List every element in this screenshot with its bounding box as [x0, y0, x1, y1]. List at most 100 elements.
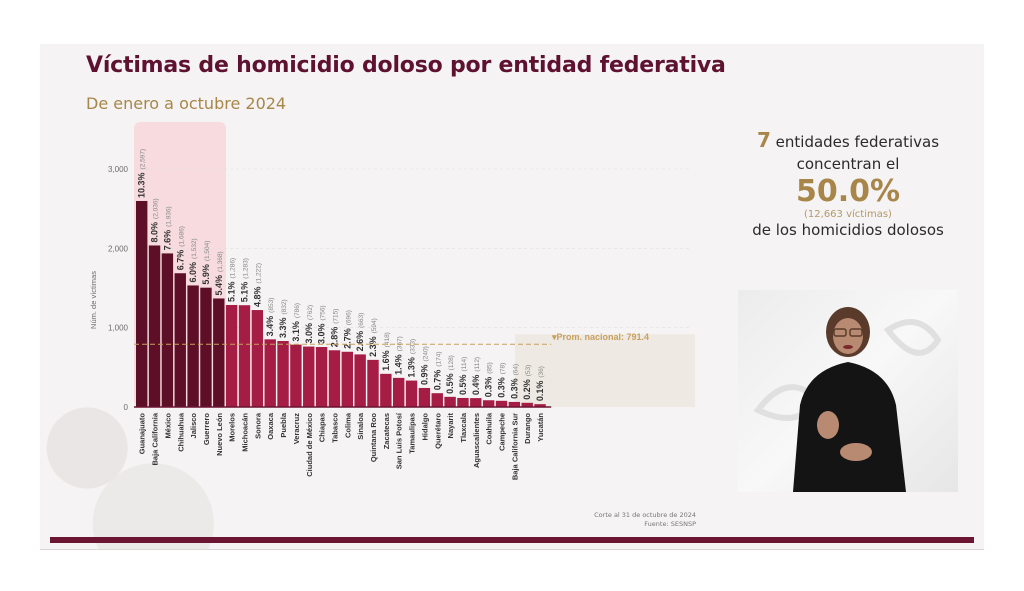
value-label: (418): [384, 332, 391, 347]
bar-28: [495, 400, 508, 407]
summary-percent: 50.0%: [795, 174, 901, 209]
summary-line1-text: entidades federativas: [775, 133, 940, 151]
bar-12: [290, 344, 302, 407]
x-tick-label: Ciudad de México: [305, 413, 314, 477]
bar-label-4: 6.0% (1,532): [188, 238, 198, 282]
percent-label: 5.9%: [201, 264, 211, 285]
bar-15: [328, 350, 341, 407]
x-tick-label: Tamaulipas: [408, 413, 417, 454]
percent-label: 1.3%: [407, 357, 417, 378]
x-tick-label: Guerrero: [202, 413, 211, 446]
summary-panel: 7 entidades federativas concentran el 50…: [708, 128, 988, 239]
x-tick-label: Chihuahua: [176, 412, 185, 452]
value-label: (85): [487, 362, 494, 374]
average-label: ▾Prom. nacional: 791.4: [551, 332, 649, 342]
x-tick-label: Durango: [523, 413, 532, 444]
bar-18: [367, 359, 379, 407]
bar-30: [521, 402, 533, 407]
bar-label-1: 8.0% (2,036): [150, 198, 160, 242]
percent-label: 3.1%: [291, 321, 301, 342]
bar-26: [470, 398, 482, 407]
percent-label: 2.7%: [342, 328, 352, 349]
summary-line3: de los homicidios dolosos: [752, 221, 944, 239]
bar-label-27: 0.3% (85): [484, 362, 494, 397]
bar-label-8: 5.1% (1,283): [240, 258, 250, 302]
bar-label-22: 0.9% (240): [419, 346, 429, 385]
value-label: (756): [320, 305, 327, 320]
bar-13: [303, 346, 315, 407]
percent-label: 0.5%: [458, 374, 468, 395]
value-label: (64): [512, 364, 519, 376]
percent-label: 2.3%: [368, 336, 378, 357]
percent-label: 0.3%: [509, 378, 519, 399]
x-tick-label: Aguascalientes: [472, 413, 481, 468]
percent-label: 0.1%: [535, 381, 545, 402]
value-label: (36): [538, 366, 545, 378]
value-label: (2,036): [153, 198, 160, 219]
percent-label: 2.8%: [329, 327, 339, 348]
bar-1: [148, 245, 161, 407]
bar-label-3: 6.7% (1,686): [175, 226, 185, 270]
value-label: (114): [461, 357, 468, 372]
bar-label-2: 7.6% (1,936): [162, 206, 172, 250]
y-tick-label: 0: [124, 403, 129, 412]
bar-label-9: 4.8% (1,222): [252, 263, 262, 307]
x-tick-label: Baja California Sur: [510, 413, 519, 480]
percent-label: 4.8%: [252, 287, 262, 308]
bar-label-7: 5.1% (1,286): [227, 258, 237, 302]
bar-label-21: 1.3% (333): [407, 339, 417, 378]
bar-label-19: 1.6% (418): [381, 332, 391, 371]
bar-label-24: 0.5% (128): [445, 355, 455, 394]
percent-label: 0.7%: [432, 370, 442, 391]
x-tick-label: México: [163, 413, 172, 439]
value-label: (112): [474, 357, 481, 372]
summary-line2: concentran el: [796, 155, 900, 173]
y-tick-label: 2,000: [108, 244, 129, 253]
interpreter-face: [833, 318, 863, 354]
percent-label: 0.5%: [445, 373, 455, 394]
bar-31: [534, 404, 546, 407]
bar-24: [444, 396, 456, 407]
bar-label-31: 0.1% (36): [535, 366, 545, 401]
percent-label: 0.3%: [484, 377, 494, 398]
x-tick-label: Campeche: [498, 413, 507, 451]
x-tick-label: Yucatán: [536, 413, 545, 442]
value-label: (715): [332, 309, 339, 324]
value-label: (762): [307, 305, 314, 320]
bar-3: [174, 273, 186, 407]
value-label: (832): [281, 299, 288, 314]
slide: Víctimas de homicidio doloso por entidad…: [40, 44, 984, 550]
percent-label: 3.0%: [317, 324, 327, 345]
percent-label: 6.0%: [188, 262, 198, 283]
percent-label: 6.7%: [175, 250, 185, 271]
x-tick-label: Jalisco: [189, 413, 198, 439]
footer-bar: [50, 537, 974, 543]
x-tick-label: Guanajuato: [138, 413, 147, 455]
bar-label-11: 3.3% (832): [278, 299, 288, 338]
value-label: (78): [500, 363, 507, 375]
x-tick-label: Hidalgo: [420, 413, 429, 441]
bar-label-5: 5.9% (1,504): [201, 241, 211, 285]
interpreter-body: [793, 362, 906, 492]
value-label: (333): [410, 339, 417, 354]
summary-count: 7: [756, 128, 771, 152]
bar-label-16: 2.7% (696): [342, 310, 352, 349]
percent-label: 5.4%: [214, 275, 224, 296]
x-tick-label: Michoacán: [241, 413, 250, 452]
bar-10: [264, 339, 276, 407]
percent-label: 1.4%: [394, 354, 404, 375]
bar-label-10: 3.4% (853): [265, 298, 275, 337]
bar-label-15: 2.8% (715): [329, 309, 339, 348]
x-tick-label: Chiapas: [318, 413, 327, 442]
bar-0: [136, 200, 148, 407]
percent-label: 3.0%: [304, 323, 314, 344]
x-tick-label: Nayarit: [446, 413, 455, 439]
value-label: (696): [345, 310, 352, 325]
x-tick-label: Sinaloa: [356, 412, 365, 440]
value-label: (1,532): [191, 238, 198, 259]
bar-27: [482, 400, 495, 407]
bar-2: [161, 253, 174, 407]
bar-label-13: 3.0% (762): [304, 305, 314, 344]
percent-label: 5.1%: [240, 282, 250, 303]
percent-label: 8.0%: [150, 222, 160, 243]
